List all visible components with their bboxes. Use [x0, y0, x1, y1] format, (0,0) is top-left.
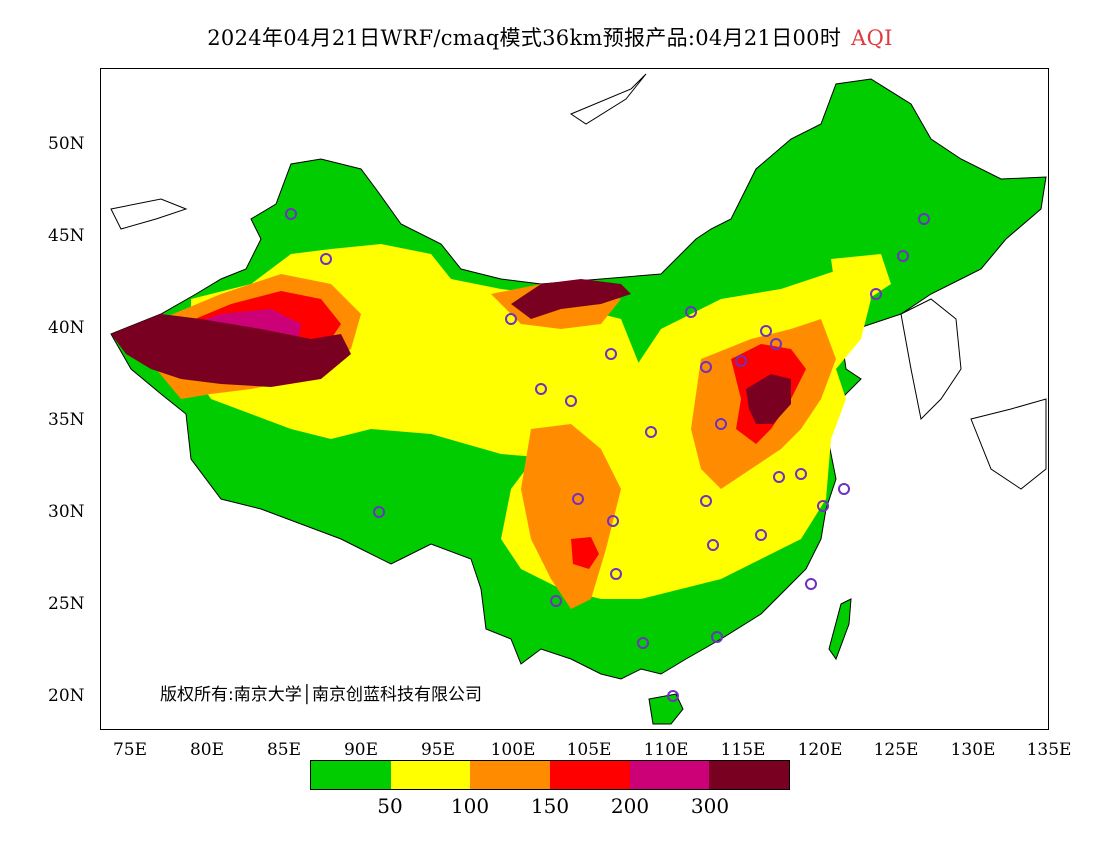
x-tick-label: 110E	[643, 740, 689, 760]
station-marker	[565, 395, 577, 407]
x-tick-label: 130E	[950, 740, 996, 760]
station-marker	[610, 568, 622, 580]
station-marker	[838, 483, 850, 495]
y-tick-label: 40N	[48, 318, 85, 338]
colorbar-cell	[311, 761, 391, 789]
x-tick-label: 125E	[873, 740, 919, 760]
title-main: 2024年04月21日WRF/cmaq模式36km预报产品:04月21日00时	[207, 26, 842, 50]
station-marker	[605, 348, 617, 360]
colorbar-label: 300	[690, 794, 730, 818]
aqi-zone-maroon-north-china	[746, 374, 791, 424]
aqi-zone-yellow-northeast	[831, 254, 891, 304]
x-tick-label: 85E	[266, 740, 302, 760]
station-marker	[773, 471, 785, 483]
station-marker	[535, 383, 547, 395]
station-marker	[897, 250, 909, 262]
y-tick-label: 20N	[48, 686, 85, 706]
station-marker	[700, 361, 712, 373]
colorbar-cell	[550, 761, 630, 789]
colorbar-cell	[709, 761, 790, 789]
colorbar-cell	[629, 761, 710, 789]
station-marker	[707, 539, 719, 551]
x-tick-label: 80E	[189, 740, 225, 760]
station-marker	[373, 506, 385, 518]
station-marker	[645, 426, 657, 438]
aqi-zone-maroon-hexi	[511, 279, 631, 319]
station-marker	[285, 208, 297, 220]
map-title: 2024年04月21日WRF/cmaq模式36km预报产品:04月21日00时 A…	[0, 22, 1100, 52]
colorbar-label: 150	[530, 794, 570, 818]
x-tick-label: 90E	[343, 740, 379, 760]
aqi-zone-maroon-taklamakan	[111, 314, 351, 387]
x-tick-label: 105E	[566, 740, 612, 760]
x-tick-label: 115E	[720, 740, 766, 760]
japan-outline	[970, 398, 1047, 490]
station-marker	[817, 500, 829, 512]
station-marker	[805, 578, 817, 590]
y-tick-label: 30N	[48, 502, 85, 522]
korea-peninsula-outline	[900, 298, 962, 421]
colorbar-cell	[390, 761, 471, 789]
colorbar-cell	[470, 761, 551, 789]
russia-lake-outline	[569, 73, 647, 125]
station-marker	[700, 495, 712, 507]
aqi-colorbar	[310, 760, 790, 790]
colorbar-label: 50	[377, 794, 403, 818]
x-tick-label: 100E	[490, 740, 536, 760]
x-tick-label: 95E	[420, 740, 456, 760]
map-panel	[100, 68, 1049, 730]
station-marker	[735, 355, 747, 367]
y-tick-label: 35N	[48, 410, 85, 430]
station-markers	[285, 208, 930, 702]
station-marker	[607, 515, 619, 527]
station-marker	[760, 325, 772, 337]
station-marker	[870, 288, 882, 300]
station-marker	[685, 306, 697, 318]
station-marker	[770, 338, 782, 350]
aqi-zone-red-chongqing	[571, 537, 599, 569]
station-marker	[918, 213, 930, 225]
colorbar-label: 200	[610, 794, 650, 818]
copyright-notice: 版权所有:南京大学│南京创蓝科技有限公司	[160, 685, 482, 705]
station-marker	[550, 595, 562, 607]
aqi-zone-orange-sichuan	[521, 424, 621, 609]
station-marker	[755, 529, 767, 541]
station-marker	[667, 690, 679, 702]
y-tick-label: 45N	[48, 226, 85, 246]
station-marker	[711, 631, 723, 643]
station-marker	[637, 637, 649, 649]
station-marker	[320, 253, 332, 265]
x-tick-label: 75E	[112, 740, 148, 760]
title-variable: AQI	[851, 26, 893, 50]
x-tick-label: 135E	[1026, 740, 1072, 760]
station-marker	[715, 418, 727, 430]
station-marker	[795, 468, 807, 480]
station-marker	[505, 313, 517, 325]
station-marker	[572, 493, 584, 505]
x-tick-label: 120E	[797, 740, 843, 760]
colorbar-label: 100	[450, 794, 490, 818]
taiwan-island	[828, 598, 852, 661]
kazakh-lake-outline	[110, 198, 188, 230]
y-tick-label: 25N	[48, 594, 85, 614]
aqi-map	[110, 73, 1047, 725]
y-tick-label: 50N	[48, 134, 85, 154]
